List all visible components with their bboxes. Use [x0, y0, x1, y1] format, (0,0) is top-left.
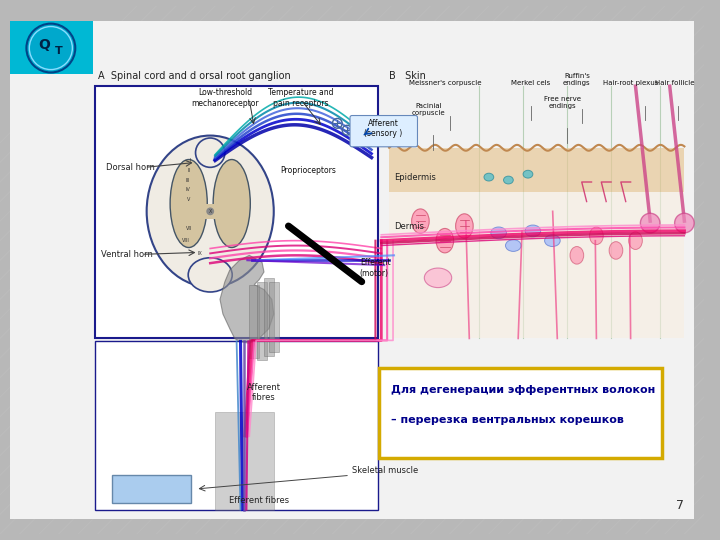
Ellipse shape	[503, 176, 513, 184]
Ellipse shape	[544, 235, 560, 247]
Circle shape	[27, 24, 76, 72]
Bar	[95, 341, 379, 510]
Text: Q: Q	[38, 38, 50, 52]
Ellipse shape	[456, 214, 473, 238]
Text: Efferent fibres: Efferent fibres	[229, 496, 289, 505]
Text: VIII: VIII	[182, 238, 189, 243]
Text: Для дегенерации эфферентных волокон: Для дегенерации эфферентных волокон	[391, 386, 655, 395]
Text: Ventral horn: Ventral horn	[101, 250, 153, 259]
Text: Skeletal muscle: Skeletal muscle	[352, 466, 418, 475]
Ellipse shape	[629, 232, 642, 249]
Text: Meissner's corpuscle: Meissner's corpuscle	[409, 80, 481, 86]
Bar	[389, 192, 685, 339]
Text: I: I	[190, 158, 192, 163]
Text: Proprioceptors: Proprioceptors	[280, 166, 336, 175]
Bar	[112, 475, 191, 503]
Ellipse shape	[525, 225, 541, 237]
Bar	[10, 21, 93, 75]
Text: Free nerve
endings: Free nerve endings	[544, 96, 581, 109]
Text: B   Skin: B Skin	[389, 71, 426, 82]
Text: Merkel cels: Merkel cels	[511, 80, 551, 86]
Text: – перерезка вентральных корешков: – перерезка вентральных корешков	[391, 415, 624, 424]
Text: T: T	[55, 46, 63, 56]
Text: A  Spinal cord and d orsal root ganglion: A Spinal cord and d orsal root ganglion	[98, 71, 291, 82]
Ellipse shape	[609, 241, 623, 259]
Text: X: X	[209, 209, 212, 214]
Ellipse shape	[570, 247, 584, 264]
Text: 7: 7	[676, 500, 685, 512]
Polygon shape	[220, 255, 274, 343]
Ellipse shape	[170, 159, 207, 247]
Text: Dorsal horn: Dorsal horn	[106, 163, 155, 172]
Bar	[257, 282, 267, 360]
Text: Epidermis: Epidermis	[394, 173, 436, 181]
Text: Afferent
(sensory ): Afferent (sensory )	[364, 119, 402, 138]
Circle shape	[207, 207, 214, 215]
Text: Ruffin's
endings: Ruffin's endings	[563, 73, 590, 86]
Ellipse shape	[147, 136, 274, 287]
Text: V: V	[187, 197, 190, 202]
Ellipse shape	[188, 258, 233, 292]
Text: VII: VII	[186, 226, 192, 232]
Text: III: III	[186, 178, 190, 183]
Circle shape	[675, 213, 694, 233]
Ellipse shape	[523, 170, 533, 178]
Text: Afferent
fibres: Afferent fibres	[247, 382, 281, 402]
Bar	[389, 148, 685, 192]
Text: IX: IX	[198, 251, 203, 256]
Ellipse shape	[590, 227, 603, 245]
Bar	[200, 204, 220, 219]
Bar	[269, 282, 279, 352]
FancyBboxPatch shape	[379, 368, 662, 458]
Circle shape	[640, 213, 660, 233]
Bar	[249, 285, 259, 358]
Text: Hair follicle: Hair follicle	[655, 80, 694, 86]
Text: Efferent
(motor): Efferent (motor)	[360, 258, 390, 278]
Text: Dermis: Dermis	[394, 221, 424, 231]
Ellipse shape	[213, 159, 251, 247]
Text: Pacinial
corpuscle: Pacinial corpuscle	[411, 103, 445, 116]
Text: II: II	[187, 168, 190, 173]
Bar	[264, 278, 274, 356]
Bar	[95, 86, 379, 339]
Ellipse shape	[484, 173, 494, 181]
Text: IV: IV	[185, 187, 190, 192]
Text: Low-threshold
mechanoreceptor: Low-threshold mechanoreceptor	[191, 88, 258, 107]
Ellipse shape	[424, 268, 451, 288]
Bar	[215, 412, 274, 510]
Text: Temperature and
pain receptors: Temperature and pain receptors	[269, 88, 334, 107]
Ellipse shape	[491, 227, 506, 239]
Text: Hair-root plexus: Hair-root plexus	[603, 80, 658, 86]
Ellipse shape	[412, 209, 429, 233]
Ellipse shape	[436, 228, 454, 253]
Ellipse shape	[196, 138, 225, 167]
Ellipse shape	[505, 240, 521, 252]
FancyBboxPatch shape	[350, 116, 418, 147]
